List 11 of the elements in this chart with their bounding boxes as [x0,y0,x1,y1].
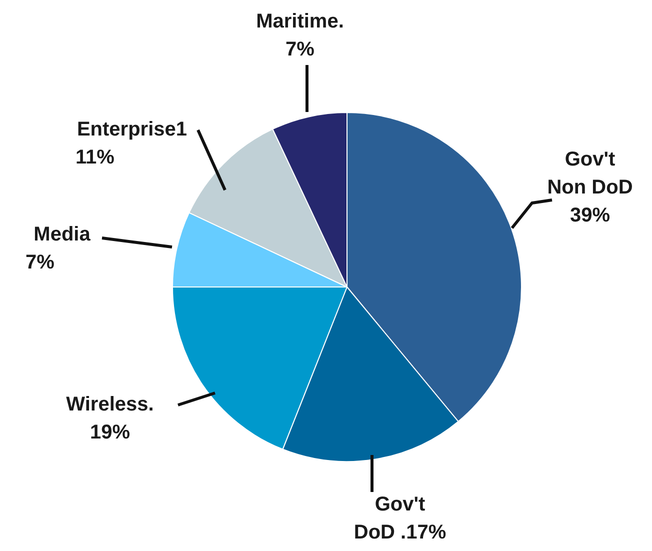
slice-label: Maritime. [256,10,344,33]
slice-label: Media [34,224,92,246]
data-label: 7% [286,38,315,61]
data-label: 39% [570,204,610,227]
slice-label: Enterprise1 [76,118,188,141]
slice-label: Gov't DoD .17% [354,494,446,544]
data-label: 11% [76,146,115,169]
data-label: 19% [90,422,130,444]
slice-label: Gov't Non DoD [547,148,633,199]
data-label: 7% [26,252,55,274]
slice-label: Wireless. [66,394,154,416]
